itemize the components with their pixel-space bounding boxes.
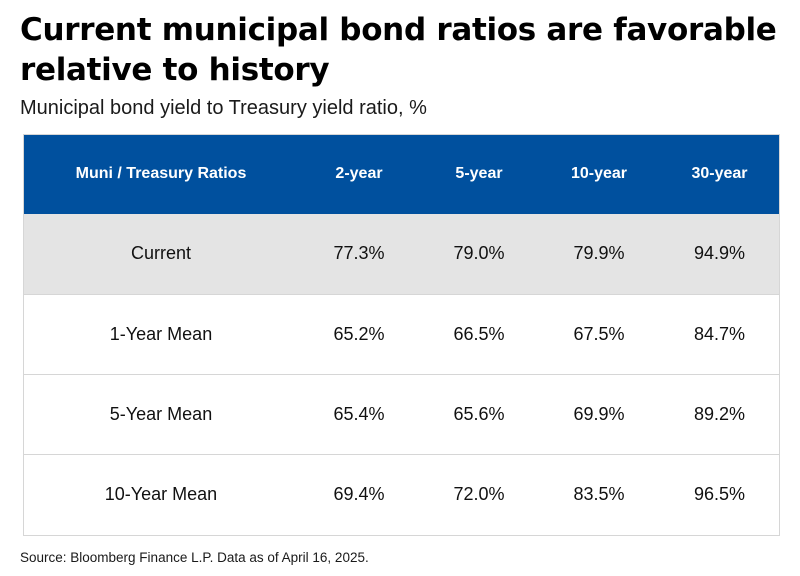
row-label: 1-Year Mean — [23, 293, 299, 374]
column-header-2-year: 2-year — [335, 165, 383, 182]
chart-title: Current municipal bond ratios are favora… — [20, 12, 777, 88]
column-header-5-year: 5-year — [455, 165, 503, 182]
ratio-table: Muni / Treasury Ratios 2-year 5-year 10-yea… — [23, 134, 780, 534]
row-label: 5-Year Mean — [23, 373, 299, 454]
table-row: 5-Year Mean 65.4% 65.6% 69.9% 89.2% — [23, 373, 780, 454]
column-header-label: Muni / Treasury Ratios — [75, 165, 247, 182]
table-cell: 79.0% — [453, 243, 505, 264]
table-row: 10-Year Mean 69.4% 72.0% 83.5% 96.5% — [23, 453, 780, 534]
table-cell: 96.5% — [659, 453, 780, 534]
table-row: 1-Year Mean 65.2% 66.5% 67.5% 84.7% — [23, 293, 780, 374]
table-cell: 72.0% — [419, 453, 539, 534]
chart-subtitle: Municipal bond yield to Treasury yield r… — [20, 97, 427, 119]
table-cell: 65.4% — [299, 373, 419, 454]
table-cell: 66.5% — [419, 293, 539, 374]
source-note: Source: Bloomberg Finance L.P. Data as o… — [20, 550, 369, 565]
column-header-10-year: 10-year — [570, 165, 628, 182]
row-label: Current — [130, 243, 192, 264]
table-cell: 67.5% — [539, 293, 659, 374]
table-cell: 69.4% — [299, 453, 419, 534]
table-cell: 83.5% — [539, 453, 659, 534]
table-cell: 69.9% — [539, 373, 659, 454]
table-cell: 79.9% — [573, 243, 625, 264]
table-header-row: Muni / Treasury Ratios 2-year 5-year 10-yea… — [23, 134, 780, 214]
table-cell: 65.2% — [299, 293, 419, 374]
table-body: Current 77.3% 79.0% 79.9% 94.9% 1-Year Mean 65… — [23, 214, 780, 534]
table-cell: 84.7% — [659, 293, 780, 374]
column-header-30-year: 30-year — [691, 165, 748, 182]
table-cell: 77.3% — [333, 243, 385, 264]
row-label: 10-Year Mean — [23, 453, 299, 534]
table-cell: 89.2% — [659, 373, 780, 454]
table-row: Current 77.3% 79.0% 79.9% 94.9% — [23, 214, 780, 294]
table-cell: 94.9% — [693, 243, 746, 264]
table-cell: 65.6% — [419, 373, 539, 454]
ratio-table-container: Muni / Treasury Ratios 2-year 5-year 10-yea… — [23, 134, 780, 536]
